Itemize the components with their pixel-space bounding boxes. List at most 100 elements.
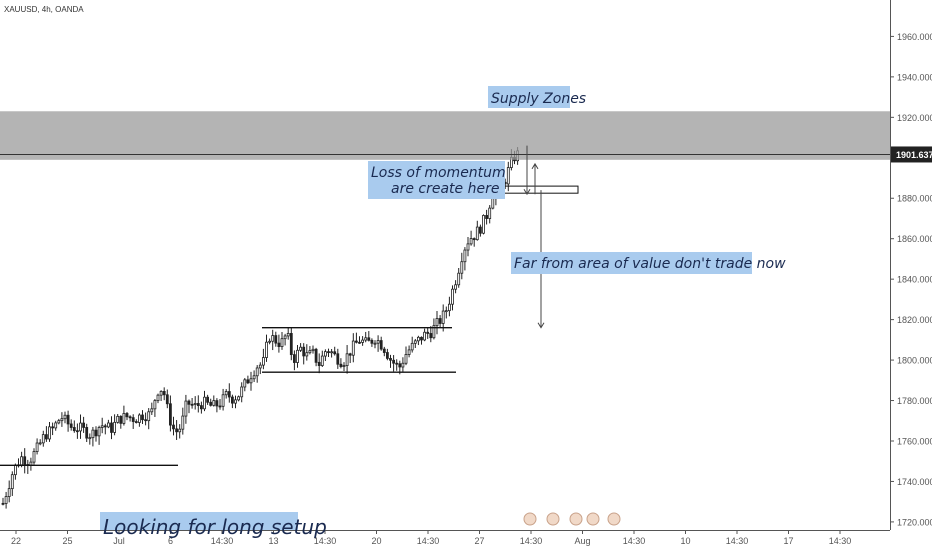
candle-body xyxy=(113,421,116,433)
candle-body xyxy=(475,226,479,241)
candle-body xyxy=(57,420,61,424)
candle-body xyxy=(162,391,166,396)
candle-body xyxy=(209,401,213,406)
candle-body xyxy=(351,340,355,356)
candle-body xyxy=(48,426,51,440)
candle-body xyxy=(265,341,268,358)
candle-body xyxy=(91,429,95,439)
x-tick-label: 14:30 xyxy=(211,536,234,546)
candle-body xyxy=(203,396,206,410)
event-flag-icon[interactable] xyxy=(546,512,560,526)
candle-body xyxy=(150,408,154,413)
candle-body xyxy=(447,303,451,312)
candle-body xyxy=(472,238,476,241)
candle-body xyxy=(292,354,296,363)
candle-body xyxy=(212,400,216,406)
candle-body xyxy=(345,353,349,366)
candle-body xyxy=(128,416,132,419)
candle-body xyxy=(478,226,482,234)
candle-body xyxy=(289,333,293,356)
candle-body xyxy=(333,351,337,355)
candle-body xyxy=(426,331,430,334)
candle-body xyxy=(168,403,172,426)
candle-body xyxy=(336,353,340,365)
candle-body xyxy=(407,349,411,355)
far-from-value-text: Far from area of value don't trade now xyxy=(514,256,786,272)
candle-body xyxy=(274,335,278,344)
momentum-annotation[interactable]: Loss of momentum are create here xyxy=(368,161,506,199)
candle-body xyxy=(178,428,182,433)
event-flag-icon[interactable] xyxy=(569,512,583,526)
candle-body xyxy=(438,318,442,324)
candle-body xyxy=(280,338,284,348)
candle-body xyxy=(206,396,210,403)
candle-body xyxy=(119,415,123,424)
candle-body xyxy=(45,434,48,440)
candle-body xyxy=(144,419,148,422)
candle-body xyxy=(404,354,408,364)
candle-body xyxy=(243,379,247,388)
candle-body xyxy=(354,340,358,343)
far-from-value-annotation[interactable]: Far from area of value don't trade now xyxy=(511,252,786,274)
momentum-line1: Loss of momentum xyxy=(371,165,506,181)
candle-body xyxy=(416,336,420,342)
candle-body xyxy=(137,414,141,423)
candle-body xyxy=(358,341,361,344)
candle-body xyxy=(296,349,299,363)
supply-zone[interactable] xyxy=(0,111,890,160)
event-flag-icon[interactable] xyxy=(523,512,537,526)
candle-body xyxy=(460,261,464,274)
x-tick-label: 14:30 xyxy=(417,536,440,546)
candle-body xyxy=(103,425,107,428)
x-tick-label: 13 xyxy=(268,536,278,546)
candle-body xyxy=(429,333,433,339)
candle-body xyxy=(234,399,237,404)
y-tick-label: 1820.000 xyxy=(897,315,932,325)
candle-body xyxy=(240,386,244,398)
x-tick-label: 17 xyxy=(783,536,793,546)
candle-body xyxy=(311,348,315,352)
candle-body xyxy=(72,427,76,432)
supply-zones-text: Supply Zones xyxy=(491,91,586,107)
x-tick-label: 20 xyxy=(371,536,381,546)
x-tick-label: 10 xyxy=(680,536,690,546)
candle-body xyxy=(69,423,73,428)
candle-body xyxy=(420,336,423,341)
candle-body xyxy=(457,272,461,286)
candle-body xyxy=(320,355,324,366)
candle-body xyxy=(7,488,11,497)
supply-zones-annotation[interactable]: Supply Zones xyxy=(488,86,586,108)
candle-body xyxy=(395,362,399,365)
candle-body xyxy=(82,422,85,428)
candle-body xyxy=(134,421,138,423)
x-tick-label: 14:30 xyxy=(520,536,543,546)
candle-body xyxy=(172,424,175,430)
x-tick-label: 14:30 xyxy=(726,536,749,546)
candle-body xyxy=(258,364,262,369)
candle-body xyxy=(249,378,253,384)
candle-body xyxy=(506,167,510,185)
candle-body xyxy=(488,207,492,219)
candle-body xyxy=(66,414,70,425)
long-setup-text: Looking for long setup xyxy=(103,515,327,539)
candle-body xyxy=(224,391,228,396)
y-tick-label: 1760.000 xyxy=(897,436,932,446)
current-price-label: 1901.637 xyxy=(896,150,932,160)
candle-body xyxy=(435,318,439,327)
event-flag-icon[interactable] xyxy=(607,512,621,526)
candle-body xyxy=(10,474,14,490)
candle-body xyxy=(215,400,219,407)
candle-body xyxy=(441,310,445,324)
candle-body xyxy=(491,198,495,209)
candle-body xyxy=(35,442,39,452)
long-setup-annotation[interactable]: Looking for long setup xyxy=(100,512,327,539)
event-icons xyxy=(523,512,621,526)
candle-body xyxy=(410,342,414,351)
candle-body xyxy=(23,456,27,465)
candle-body xyxy=(466,243,470,251)
candle-body xyxy=(190,403,194,406)
arrow-up-small-head xyxy=(531,162,539,170)
event-flag-icon[interactable] xyxy=(586,512,600,526)
candle-body xyxy=(199,405,203,410)
